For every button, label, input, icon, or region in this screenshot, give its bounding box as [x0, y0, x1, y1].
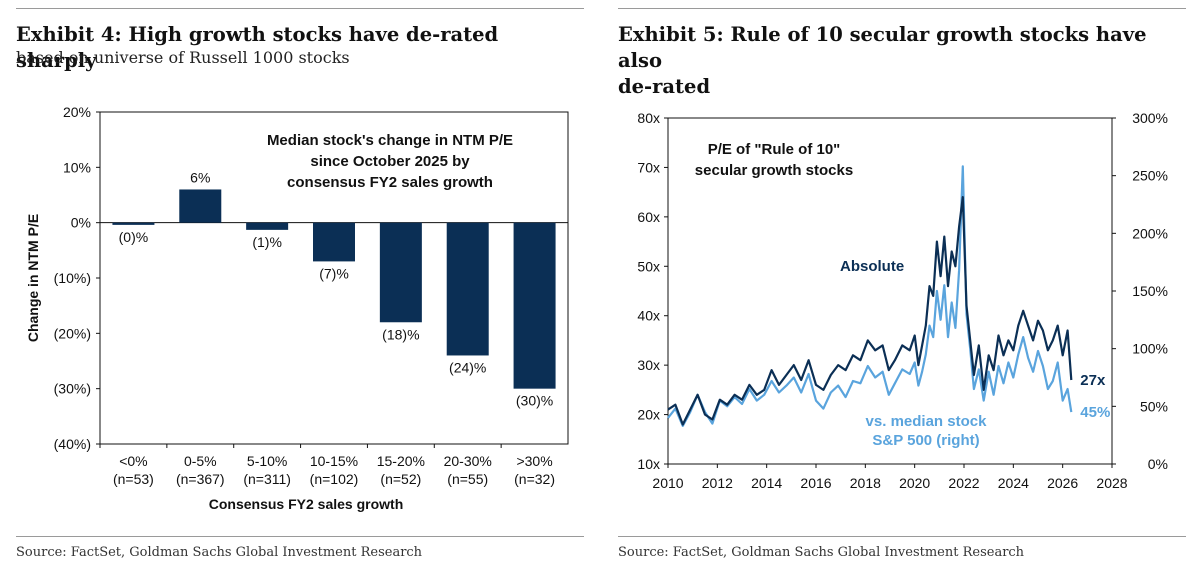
bar — [446, 222, 489, 356]
category-count: (n=32) — [514, 471, 555, 487]
data-label: (30)% — [516, 393, 553, 409]
series-label-absolute: Absolute — [840, 258, 904, 275]
exhibit-4-subtitle: based on universe of Russell 1000 stocks — [16, 48, 350, 67]
category-label: <0% — [119, 453, 147, 469]
series-relative-line — [667, 165, 1073, 427]
y-left-tick-label: 80x — [637, 110, 660, 126]
y-left-tick-label: 50x — [637, 258, 660, 274]
y-left-tick-label: 10x — [637, 456, 660, 472]
end-label-absolute: 27x — [1080, 372, 1106, 389]
y-left-tick-label: 20x — [637, 407, 660, 423]
category-count: (n=102) — [310, 471, 359, 487]
bar — [112, 222, 155, 225]
x-tick-label: 2012 — [702, 475, 733, 491]
x-tick-label: 2028 — [1096, 475, 1127, 491]
category-count: (n=311) — [243, 471, 291, 487]
category-label: 15-20% — [377, 453, 425, 469]
bar-chart: 20% 10% 0% (10%) (20%) (30%) (40%) (0)% <0% (n=53… — [25, 104, 569, 512]
chart-annotation: secular growth stocks — [695, 162, 853, 179]
exhibit-5-source: Source: FactSet, Goldman Sachs Global In… — [618, 545, 1025, 560]
series-label-relative: S&P 500 (right) — [872, 432, 979, 449]
x-tick-label: 2014 — [751, 475, 782, 491]
y-left-tick-label: 30x — [637, 357, 660, 373]
bar — [246, 222, 289, 230]
bar — [179, 189, 222, 223]
y-axis-title: Change in NTM P/E — [25, 214, 41, 342]
exhibit-4-panel: Exhibit 4: High growth stocks have de-ra… — [16, 0, 584, 572]
top-rule — [16, 8, 584, 9]
exhibit-4-source: Source: FactSet, Goldman Sachs Global In… — [16, 545, 423, 560]
bottom-rule — [16, 536, 584, 537]
series-label-relative: vs. median stock — [866, 413, 988, 430]
data-label: (7)% — [319, 265, 349, 281]
exhibit-4-title: Exhibit 4: High growth stocks have de-ra… — [16, 23, 499, 72]
y-left-tick-label: 60x — [637, 209, 660, 225]
category-count: (n=367) — [176, 471, 225, 487]
x-tick-label: 2020 — [899, 475, 930, 491]
exhibit-5-title-line2: de-rated — [618, 75, 711, 98]
category-label: >30% — [516, 453, 552, 469]
bar — [513, 222, 556, 389]
y-left-tick-label: 40x — [637, 308, 660, 324]
chart-annotation: consensus FY2 sales growth — [287, 174, 493, 191]
line-chart: 80x 70x 60x 50x 40x 30x 20x 10x 300% 250% 200% 150%… — [637, 110, 1168, 491]
chart-annotation: Median stock's change in NTM P/E — [267, 132, 513, 149]
series-absolute-line — [667, 196, 1073, 426]
chart-annotation: P/E of "Rule of 10" — [708, 141, 841, 158]
y-tick-label: (30%) — [54, 381, 91, 397]
exhibit-5-panel: Exhibit 5: Rule of 10 secular growth sto… — [618, 0, 1186, 572]
y-tick-label: (20%) — [54, 325, 91, 341]
x-tick-label: 2010 — [652, 475, 683, 491]
y-tick-label: 10% — [63, 159, 91, 175]
y-tick-label: 0% — [71, 215, 91, 231]
y-right-tick-label: 150% — [1132, 283, 1168, 299]
x-tick-label: 2024 — [998, 475, 1029, 491]
category-count: (n=53) — [113, 471, 154, 487]
exhibit-5-title-line1: Exhibit 5: Rule of 10 secular growth sto… — [618, 23, 1147, 72]
y-right-tick-label: 300% — [1132, 110, 1168, 126]
category-label: 20-30% — [444, 453, 492, 469]
x-axis-title: Consensus FY2 sales growth — [209, 496, 404, 512]
top-rule — [618, 8, 1186, 9]
y-tick-label: 20% — [63, 104, 91, 120]
category-count: (n=55) — [447, 471, 488, 487]
x-tick-label: 2022 — [948, 475, 979, 491]
category-label: 0-5% — [184, 453, 217, 469]
y-right-tick-label: 0% — [1148, 456, 1168, 472]
y-right-tick-label: 100% — [1132, 341, 1168, 357]
x-tick-label: 2026 — [1047, 475, 1078, 491]
category-count: (n=52) — [380, 471, 421, 487]
bottom-rule — [618, 536, 1186, 537]
y-tick-label: (10%) — [54, 270, 91, 286]
bar — [313, 222, 355, 262]
exhibit-5-title: Exhibit 5: Rule of 10 secular growth sto… — [618, 22, 1186, 100]
data-label: (24)% — [449, 359, 486, 375]
data-label: (18)% — [382, 326, 419, 342]
data-label: (0)% — [119, 229, 149, 245]
data-label: (1)% — [252, 234, 282, 250]
x-tick-label: 2018 — [850, 475, 881, 491]
y-right-tick-label: 200% — [1132, 225, 1168, 241]
category-label: 5-10% — [247, 453, 287, 469]
y-right-tick-label: 50% — [1140, 398, 1168, 414]
category-label: 10-15% — [310, 453, 358, 469]
chart-annotation: since October 2025 by — [310, 153, 470, 170]
y-tick-label: (40%) — [54, 436, 91, 452]
y-left-tick-label: 70x — [637, 159, 660, 175]
data-label: 6% — [190, 169, 210, 185]
bar — [379, 222, 422, 323]
x-tick-label: 2016 — [800, 475, 831, 491]
end-label-relative: 45% — [1080, 404, 1110, 421]
y-right-tick-label: 250% — [1132, 168, 1168, 184]
